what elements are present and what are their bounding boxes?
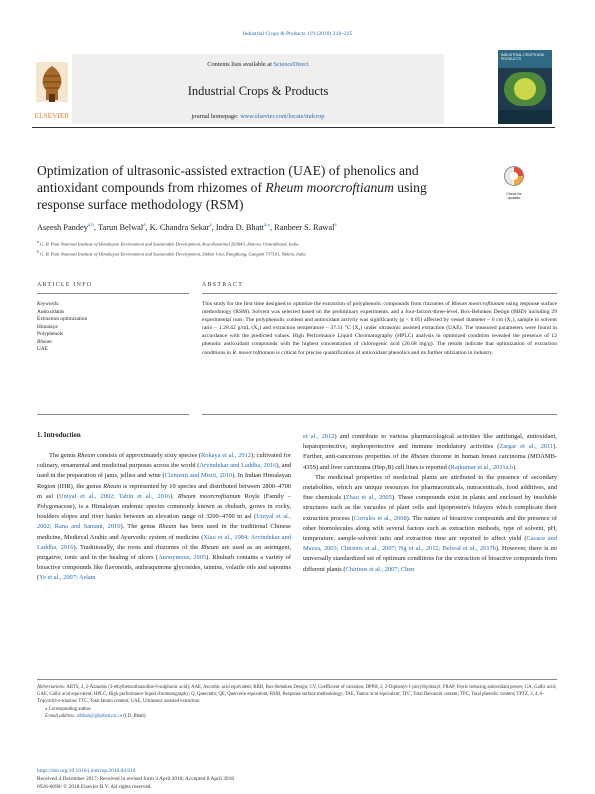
copyright: 0926-6690/ © 2018 Elsevier B.V. All righ… — [37, 783, 152, 790]
title-species-name: Rheum moorcroftianum — [265, 179, 394, 195]
citation-link[interactable]: Arvindekar and Laddha, 2016 — [199, 462, 277, 470]
doi-link[interactable]: https://doi.org/10.1016/j.indcrop.2018.0… — [37, 768, 136, 774]
keyword: UAE — [37, 346, 48, 352]
citation-link[interactable]: Zargar et al., 2011 — [499, 443, 554, 451]
contents-line: Contents lists available at ScienceDirec… — [72, 61, 444, 68]
keyword: Polyphenols — [37, 331, 64, 337]
abstract-heading: ABSTRACT — [202, 282, 244, 288]
affiliation: a G. B. Pant National Institute of Himal… — [37, 240, 299, 247]
check-updates-label: Check for updates — [506, 192, 522, 201]
citation-link[interactable]: Zhao et al., 2005 — [345, 494, 392, 502]
article-history: https://doi.org/10.1016/j.indcrop.2018.0… — [37, 768, 234, 792]
paragraph: The medicinal properties of medicinal pl… — [303, 473, 557, 573]
citation-link[interactable]: Rokaya et al., 2012 — [201, 452, 251, 459]
divider — [37, 293, 189, 294]
author: Aseesh Pandeya,b — [37, 222, 94, 232]
homepage-line: journal homepage: www.elsevier.com/locat… — [72, 113, 444, 120]
citation-link[interactable]: Xiao et al., 1984; Arvindekar and Laddha… — [37, 533, 291, 551]
article-title: Optimization of ultrasonic-assisted extr… — [37, 163, 477, 213]
author: Ranbeer S. Rawala — [274, 222, 337, 232]
homepage-prefix: journal homepage: — [191, 113, 241, 120]
article-info-heading: ARTICLE INFO — [37, 282, 93, 288]
cover-title: INDUSTRIAL CROPS AND PRODUCTS — [501, 53, 545, 62]
journal-reference[interactable]: Industrial Crops & Products 119 (2018) 2… — [242, 31, 353, 37]
abstract-text: This study for the first time designed t… — [202, 301, 557, 356]
citation-link[interactable]: Uniyal et al., 2002; Tabin et al., 2016 — [59, 492, 171, 500]
citation-link[interactable]: Corrales et al., 2008 — [353, 514, 407, 522]
body-column-left: The genus Rheum consists of approximatel… — [37, 452, 292, 582]
keywords-label: Keywords: — [37, 301, 60, 307]
divider — [37, 414, 189, 415]
elsevier-tree-icon — [36, 62, 68, 102]
email-line: E-mail address: idbhatt@gbpihed.nic.in (… — [45, 713, 147, 719]
keyword: Antioxidants — [37, 308, 65, 315]
journal-cover-image: INDUSTRIAL CROPS AND PRODUCTS — [498, 50, 552, 124]
keyword: Rheum — [37, 338, 52, 345]
author: Indra D. Bhatta,⁎ — [215, 222, 270, 232]
title-line-3: response surface methodology (RSM) — [37, 196, 244, 212]
sciencedirect-link[interactable]: ScienceDirect — [273, 61, 309, 68]
citation-link[interactable]: Clementi and Misiti, 2010 — [164, 472, 233, 480]
journal-title: Industrial Crops & Products — [187, 84, 329, 98]
divider — [202, 414, 557, 415]
citation-link[interactable]: Rajkumar et al., 2011a,b — [450, 463, 514, 471]
footnotes: Abbreviations: ABTS, 2, 2-Azinobis (3-et… — [37, 684, 557, 720]
citation-link[interactable]: Cacace and Mazza, 2003; Chirinos et al.,… — [303, 535, 557, 553]
citation-link[interactable]: et al., 2012 — [303, 433, 335, 440]
keywords-block: Keywords: Antioxidants Extraction optimi… — [37, 301, 187, 354]
citation-link[interactable]: Anonymous, 2005 — [158, 554, 207, 562]
title-line-2: antioxidant compounds from rhizomes of R… — [37, 179, 427, 195]
corresponding-author: ⁎ Corresponding author. — [45, 706, 92, 712]
keyword: Extraction optimization — [37, 316, 88, 322]
body-column-right: et al., 2012) and contribute to various … — [303, 432, 557, 575]
paragraph: et al., 2012) and contribute to various … — [303, 433, 557, 471]
contents-prefix: Contents lists available at — [207, 61, 274, 68]
citation-link[interactable]: Chirinos et al., 2007; Chen — [345, 565, 415, 573]
homepage-link[interactable]: www.elsevier.com/locate/indcrop — [240, 113, 325, 120]
email-link[interactable]: idbhatt@gbpihed.nic.in — [76, 713, 122, 719]
author: Tarun Belwala — [97, 222, 146, 232]
check-for-updates-button[interactable]: Check for updates — [502, 165, 526, 201]
journal-header-box — [72, 54, 444, 124]
keyword: Himalaya — [37, 323, 58, 330]
publisher-name: ELSEVIER — [34, 112, 70, 120]
abbreviations: Abbreviations: ABTS, 2, 2-Azinobis (3-et… — [37, 685, 557, 705]
received-dates: Received 4 December 2017; Received in re… — [37, 775, 235, 782]
author: K. Chandra Sekara — [149, 222, 212, 232]
check-updates-icon — [504, 166, 524, 186]
elsevier-logo: ELSEVIER — [32, 54, 72, 124]
introduction-heading: 1. Introduction — [37, 432, 81, 439]
author-list: Aseesh Pandeya,b, Tarun Belwala, K. Chan… — [37, 222, 337, 232]
divider — [202, 293, 557, 294]
citation-link[interactable]: Uniyal et al., 2002; Rana and Samant, 20… — [37, 513, 291, 531]
citation-link[interactable]: Ye et al., 2007; Aslam — [39, 574, 96, 582]
title-line-1: Optimization of ultrasonic-assisted extr… — [37, 163, 419, 178]
header-rule — [32, 127, 555, 128]
footnote-rule — [37, 679, 557, 680]
affiliation: b G. B. Pant National Institute of Himal… — [37, 250, 306, 257]
